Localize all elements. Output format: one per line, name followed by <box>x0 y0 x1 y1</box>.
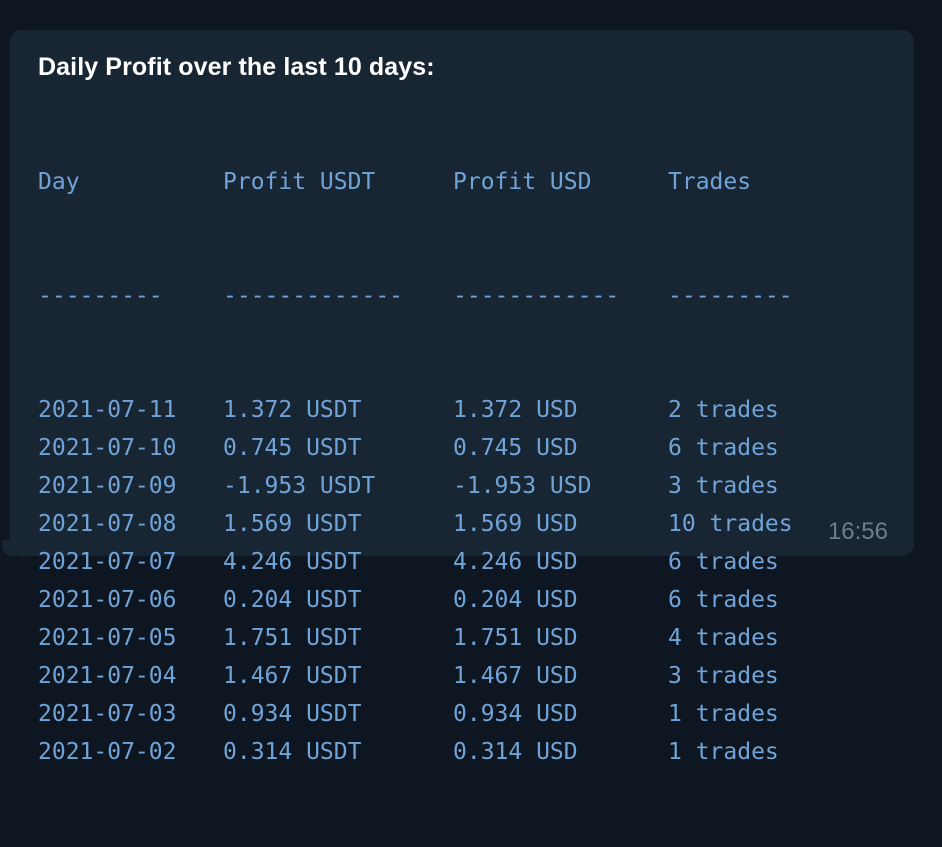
table-row: 2021-07-02 0.314 USDT 0.314 USD 1 trades <box>38 733 779 771</box>
cell-profit-usdt: -1.953 USDT <box>223 473 376 499</box>
cell-day: 2021-07-07 <box>38 549 177 575</box>
cell-profit-usd: 1.467 USD <box>453 663 578 689</box>
cell-profit-usd: 1.751 USD <box>453 625 578 651</box>
cell-profit-usd: 0.934 USD <box>453 701 578 727</box>
cell-day: 2021-07-04 <box>38 663 177 689</box>
table-row: 2021-07-10 0.745 USDT 0.745 USD 6 trades <box>38 429 779 467</box>
header-profit-usdt: Profit USDT <box>223 169 376 195</box>
cell-trades: 6 trades <box>668 587 779 613</box>
cell-day: 2021-07-05 <box>38 625 177 651</box>
table-row: 2021-07-05 1.751 USDT 1.751 USD 4 trades <box>38 619 779 657</box>
header-profit-usd: Profit USD <box>453 169 592 195</box>
cell-day: 2021-07-10 <box>38 435 177 461</box>
separator-trades: --------- <box>668 283 793 309</box>
table-row: 2021-07-08 1.569 USDT 1.569 USD 10 trades <box>38 505 793 543</box>
cell-trades: 6 trades <box>668 435 779 461</box>
cell-trades: 2 trades <box>668 397 779 423</box>
cell-profit-usd: 1.372 USD <box>453 397 578 423</box>
cell-day: 2021-07-06 <box>38 587 177 613</box>
table-row: 2021-07-11 1.372 USDT 1.372 USD 2 trades <box>38 391 779 429</box>
cell-day: 2021-07-11 <box>38 397 177 423</box>
table-row: 2021-07-06 0.204 USDT 0.204 USD 6 trades <box>38 581 779 619</box>
table-row: 2021-07-09 -1.953 USDT -1.953 USD 3 trades <box>38 467 779 505</box>
cell-profit-usdt: 0.204 USDT <box>223 587 362 613</box>
cell-profit-usd: 1.569 USD <box>453 511 578 537</box>
cell-profit-usdt: 0.745 USDT <box>223 435 362 461</box>
cell-trades: 1 trades <box>668 739 779 765</box>
cell-day: 2021-07-08 <box>38 511 177 537</box>
cell-day: 2021-07-03 <box>38 701 177 727</box>
cell-trades: 3 trades <box>668 663 779 689</box>
profit-table: Day Profit USDT Profit USD Trades ------… <box>38 87 793 847</box>
message-title: Daily Profit over the last 10 days: <box>38 53 435 81</box>
cell-profit-usd: 0.204 USD <box>453 587 578 613</box>
separator-day: --------- <box>38 283 163 309</box>
table-row: 2021-07-03 0.934 USDT 0.934 USD 1 trades <box>38 695 779 733</box>
cell-trades: 4 trades <box>668 625 779 651</box>
cell-profit-usdt: 1.372 USDT <box>223 397 362 423</box>
table-row: 2021-07-07 4.246 USDT 4.246 USD 6 trades <box>38 543 779 581</box>
cell-trades: 3 trades <box>668 473 779 499</box>
cell-profit-usd: 0.745 USD <box>453 435 578 461</box>
table-row: 2021-07-04 1.467 USDT 1.467 USD 3 trades <box>38 657 779 695</box>
table-body: 2021-07-11 1.372 USDT 1.372 USD 2 trades 202… <box>38 391 793 771</box>
table-header-row: Day Profit USDT Profit USD Trades <box>38 163 751 201</box>
table-separator-row: --------- ------------- ------------ ---… <box>38 277 793 315</box>
cell-profit-usdt: 1.751 USDT <box>223 625 362 651</box>
cell-profit-usdt: 1.467 USDT <box>223 663 362 689</box>
cell-day: 2021-07-02 <box>38 739 177 765</box>
cell-profit-usd: 0.314 USD <box>453 739 578 765</box>
cell-profit-usdt: 4.246 USDT <box>223 549 362 575</box>
cell-trades: 1 trades <box>668 701 779 727</box>
separator-profit-usdt: ------------- <box>223 283 404 309</box>
message-bubble[interactable]: Daily Profit over the last 10 days: Day … <box>10 30 914 765</box>
cell-day: 2021-07-09 <box>38 473 177 499</box>
cell-trades: 10 trades <box>668 511 793 537</box>
bubble-tail <box>2 540 16 556</box>
cell-profit-usd: -1.953 USD <box>453 473 592 499</box>
cell-profit-usdt: 0.934 USDT <box>223 701 362 727</box>
cell-trades: 6 trades <box>668 549 779 575</box>
header-day: Day <box>38 169 80 195</box>
cell-profit-usdt: 1.569 USDT <box>223 511 362 537</box>
separator-profit-usd: ------------ <box>453 283 620 309</box>
header-trades: Trades <box>668 169 752 195</box>
cell-profit-usdt: 0.314 USDT <box>223 739 362 765</box>
message-timestamp: 16:56 <box>827 518 888 545</box>
cell-profit-usd: 4.246 USD <box>453 549 578 575</box>
